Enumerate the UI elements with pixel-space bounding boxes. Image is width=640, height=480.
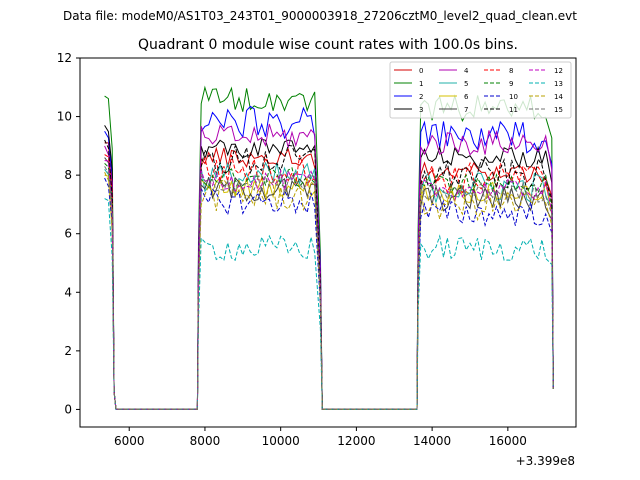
legend-label-11: 11 <box>509 106 518 114</box>
legend-label-7: 7 <box>464 106 468 114</box>
legend-label-6: 6 <box>464 93 469 101</box>
legend-box <box>389 61 572 119</box>
legend-label-8: 8 <box>509 67 513 75</box>
legend-label-3: 3 <box>419 106 423 114</box>
x-tick-label: 8000 <box>190 434 221 448</box>
x-tick-label: 6000 <box>114 434 145 448</box>
x-axis: 6000 8000 10000 12000 14000 16000 <box>114 427 527 448</box>
y-tick-label: 10 <box>57 110 72 124</box>
legend-label-15: 15 <box>554 106 563 114</box>
legend-label-9: 9 <box>509 80 513 88</box>
y-tick-label: 4 <box>64 285 72 299</box>
y-tick-label: 2 <box>64 344 72 358</box>
legend-label-2: 2 <box>419 93 423 101</box>
chart-title: Quadrant 0 module wise count rates with … <box>138 37 518 53</box>
plot-area <box>80 58 576 427</box>
legend-label-5: 5 <box>464 80 468 88</box>
x-tick-label: 12000 <box>337 434 375 448</box>
y-axis: 0 2 4 6 8 10 12 <box>57 51 80 416</box>
legend-label-13: 13 <box>554 80 563 88</box>
y-tick-label: 8 <box>64 168 72 182</box>
legend-label-12: 12 <box>554 67 563 75</box>
figure-suptitle: Data file: modeM0/AS1T03_243T01_90000039… <box>63 9 577 23</box>
legend-label-10: 10 <box>509 93 518 101</box>
y-tick-label: 0 <box>64 402 72 416</box>
series-layer <box>104 85 554 410</box>
legend-label-0: 0 <box>419 67 423 75</box>
y-tick-label: 6 <box>64 227 72 241</box>
x-tick-label: 10000 <box>262 434 300 448</box>
series-line-15 <box>104 166 554 410</box>
y-tick-label: 12 <box>57 51 72 65</box>
x-offset-label: +3.399e8 <box>516 454 575 468</box>
legend-label-1: 1 <box>419 80 423 88</box>
legend-label-14: 14 <box>554 93 563 101</box>
x-tick-label: 16000 <box>489 434 527 448</box>
plot-frame <box>79 57 577 428</box>
legend-label-4: 4 <box>464 67 469 75</box>
series-line-10 <box>104 177 554 410</box>
x-tick-label: 14000 <box>413 434 451 448</box>
